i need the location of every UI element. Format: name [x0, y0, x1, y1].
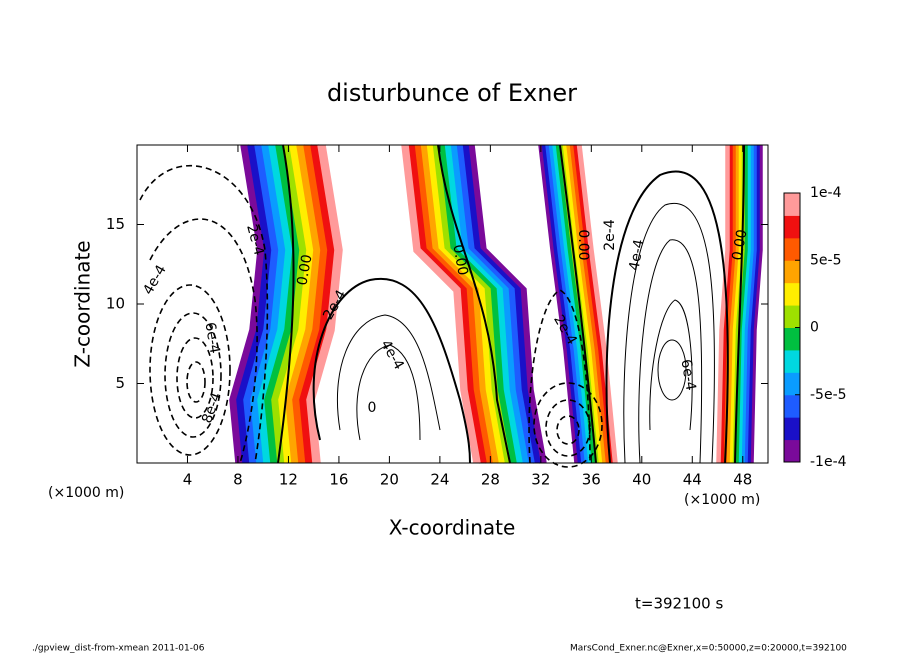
shaded-band — [545, 144, 587, 464]
x-tick-label: 44 — [683, 471, 702, 489]
shaded-band — [425, 144, 505, 464]
colorbar-swatch — [784, 260, 800, 284]
shaded-band — [455, 144, 535, 464]
shaded-band — [743, 145, 757, 464]
chart-title: disturbunce of Exner — [327, 79, 577, 107]
contour-label: 2e-4 — [243, 223, 267, 258]
shaded-band — [236, 144, 273, 464]
shaded-band — [719, 145, 733, 464]
x-tick-label: 8 — [233, 471, 243, 489]
shaded-band — [740, 145, 754, 464]
shaded-band — [401, 144, 481, 464]
shaded-band — [746, 145, 760, 464]
shaded-band — [728, 145, 742, 464]
colorbar-tick-label: 0 — [810, 320, 819, 336]
colorbar-swatch — [784, 237, 800, 261]
shaded-band — [443, 144, 523, 464]
y-tick-label: 5 — [115, 374, 125, 392]
y-tick-label: 15 — [106, 215, 125, 233]
colorbar-swatch — [784, 394, 800, 418]
shaded-band — [538, 144, 580, 464]
shaded-band — [749, 145, 763, 464]
shaded-band — [569, 144, 611, 464]
contour-label: 0 — [368, 400, 377, 416]
shaded-band — [722, 145, 736, 464]
y-unit-label: (×1000 m) — [48, 485, 124, 501]
shaded-band — [431, 144, 511, 464]
shaded-band — [285, 144, 322, 464]
shaded-band — [257, 144, 294, 464]
x-tick-label: 40 — [632, 471, 651, 489]
shaded-band — [229, 144, 266, 464]
y-tick-label: 10 — [106, 295, 125, 313]
footer-left: ./gpview_dist-from-xmean 2011-01-06 — [32, 644, 205, 654]
shaded-band — [437, 144, 517, 464]
shaded-band — [271, 144, 308, 464]
shaded-band — [306, 144, 343, 464]
x-tick-label: 24 — [430, 471, 449, 489]
y-axis-label: Z-coordinate — [71, 240, 95, 367]
colorbar-tick-label: -5e-5 — [810, 387, 847, 403]
shaded-band — [419, 144, 499, 464]
colorbar-swatch — [784, 305, 800, 328]
shaded-band — [541, 144, 583, 464]
shaded-band — [413, 144, 493, 464]
contour-label: 2e-4 — [602, 219, 618, 251]
x-axis-label: X-coordinate — [389, 516, 516, 540]
colorbar-swatch — [784, 193, 800, 216]
shaded-band — [278, 144, 315, 464]
x-tick-label: 12 — [279, 471, 298, 489]
x-tick-label: 16 — [329, 471, 348, 489]
colorbar-tick-label: -1e-4 — [810, 454, 847, 470]
x-tick-label: 28 — [481, 471, 500, 489]
contour-label: 6e-4 — [677, 358, 698, 392]
shaded-band — [461, 144, 541, 464]
shaded-band — [725, 145, 739, 464]
colorbar-swatch — [784, 282, 800, 306]
x-tick-label: 4 — [183, 471, 193, 489]
shaded-band — [552, 144, 594, 464]
shaded-band — [407, 144, 487, 464]
time-label: t=392100 s — [635, 595, 723, 613]
shaded-band — [292, 144, 329, 464]
contour-label: 0.00 — [449, 243, 470, 276]
shaded-band — [716, 145, 730, 464]
shaded-band — [250, 144, 287, 464]
x-unit-label: (×1000 m) — [684, 492, 760, 508]
colorbar-swatch — [784, 372, 800, 396]
shaded-band — [449, 144, 529, 464]
x-tick-label: 32 — [531, 471, 550, 489]
shaded-band — [576, 144, 618, 464]
shaded-band — [737, 145, 751, 464]
colorbar-swatch — [784, 439, 800, 463]
colorbar-swatch — [784, 417, 800, 441]
colorbar-swatch — [784, 327, 800, 351]
x-tick-label: 36 — [582, 471, 601, 489]
x-tick-label: 48 — [733, 471, 752, 489]
contour-label: 6e-4 — [201, 321, 222, 355]
colorbar-swatch — [784, 215, 800, 239]
contour-label: 0.00 — [729, 228, 750, 261]
colorbar-tick-label: 1e-4 — [810, 185, 842, 201]
shaded-band — [562, 144, 604, 464]
contour-lines — [139, 144, 745, 468]
shaded-band — [734, 145, 748, 464]
colorbar-tick-label: 5e-5 — [810, 252, 841, 268]
x-tick-label: 20 — [380, 471, 399, 489]
contour-label: 4e-4 — [626, 238, 647, 272]
contour-label: 0.00 — [294, 253, 315, 286]
contour-label: 0.00 — [575, 229, 591, 260]
colorbar-swatch — [784, 349, 800, 373]
shaded-band — [559, 144, 601, 464]
footer-right: MarsCond_Exner.nc@Exner,x=0:50000,z=0:20… — [570, 644, 847, 654]
